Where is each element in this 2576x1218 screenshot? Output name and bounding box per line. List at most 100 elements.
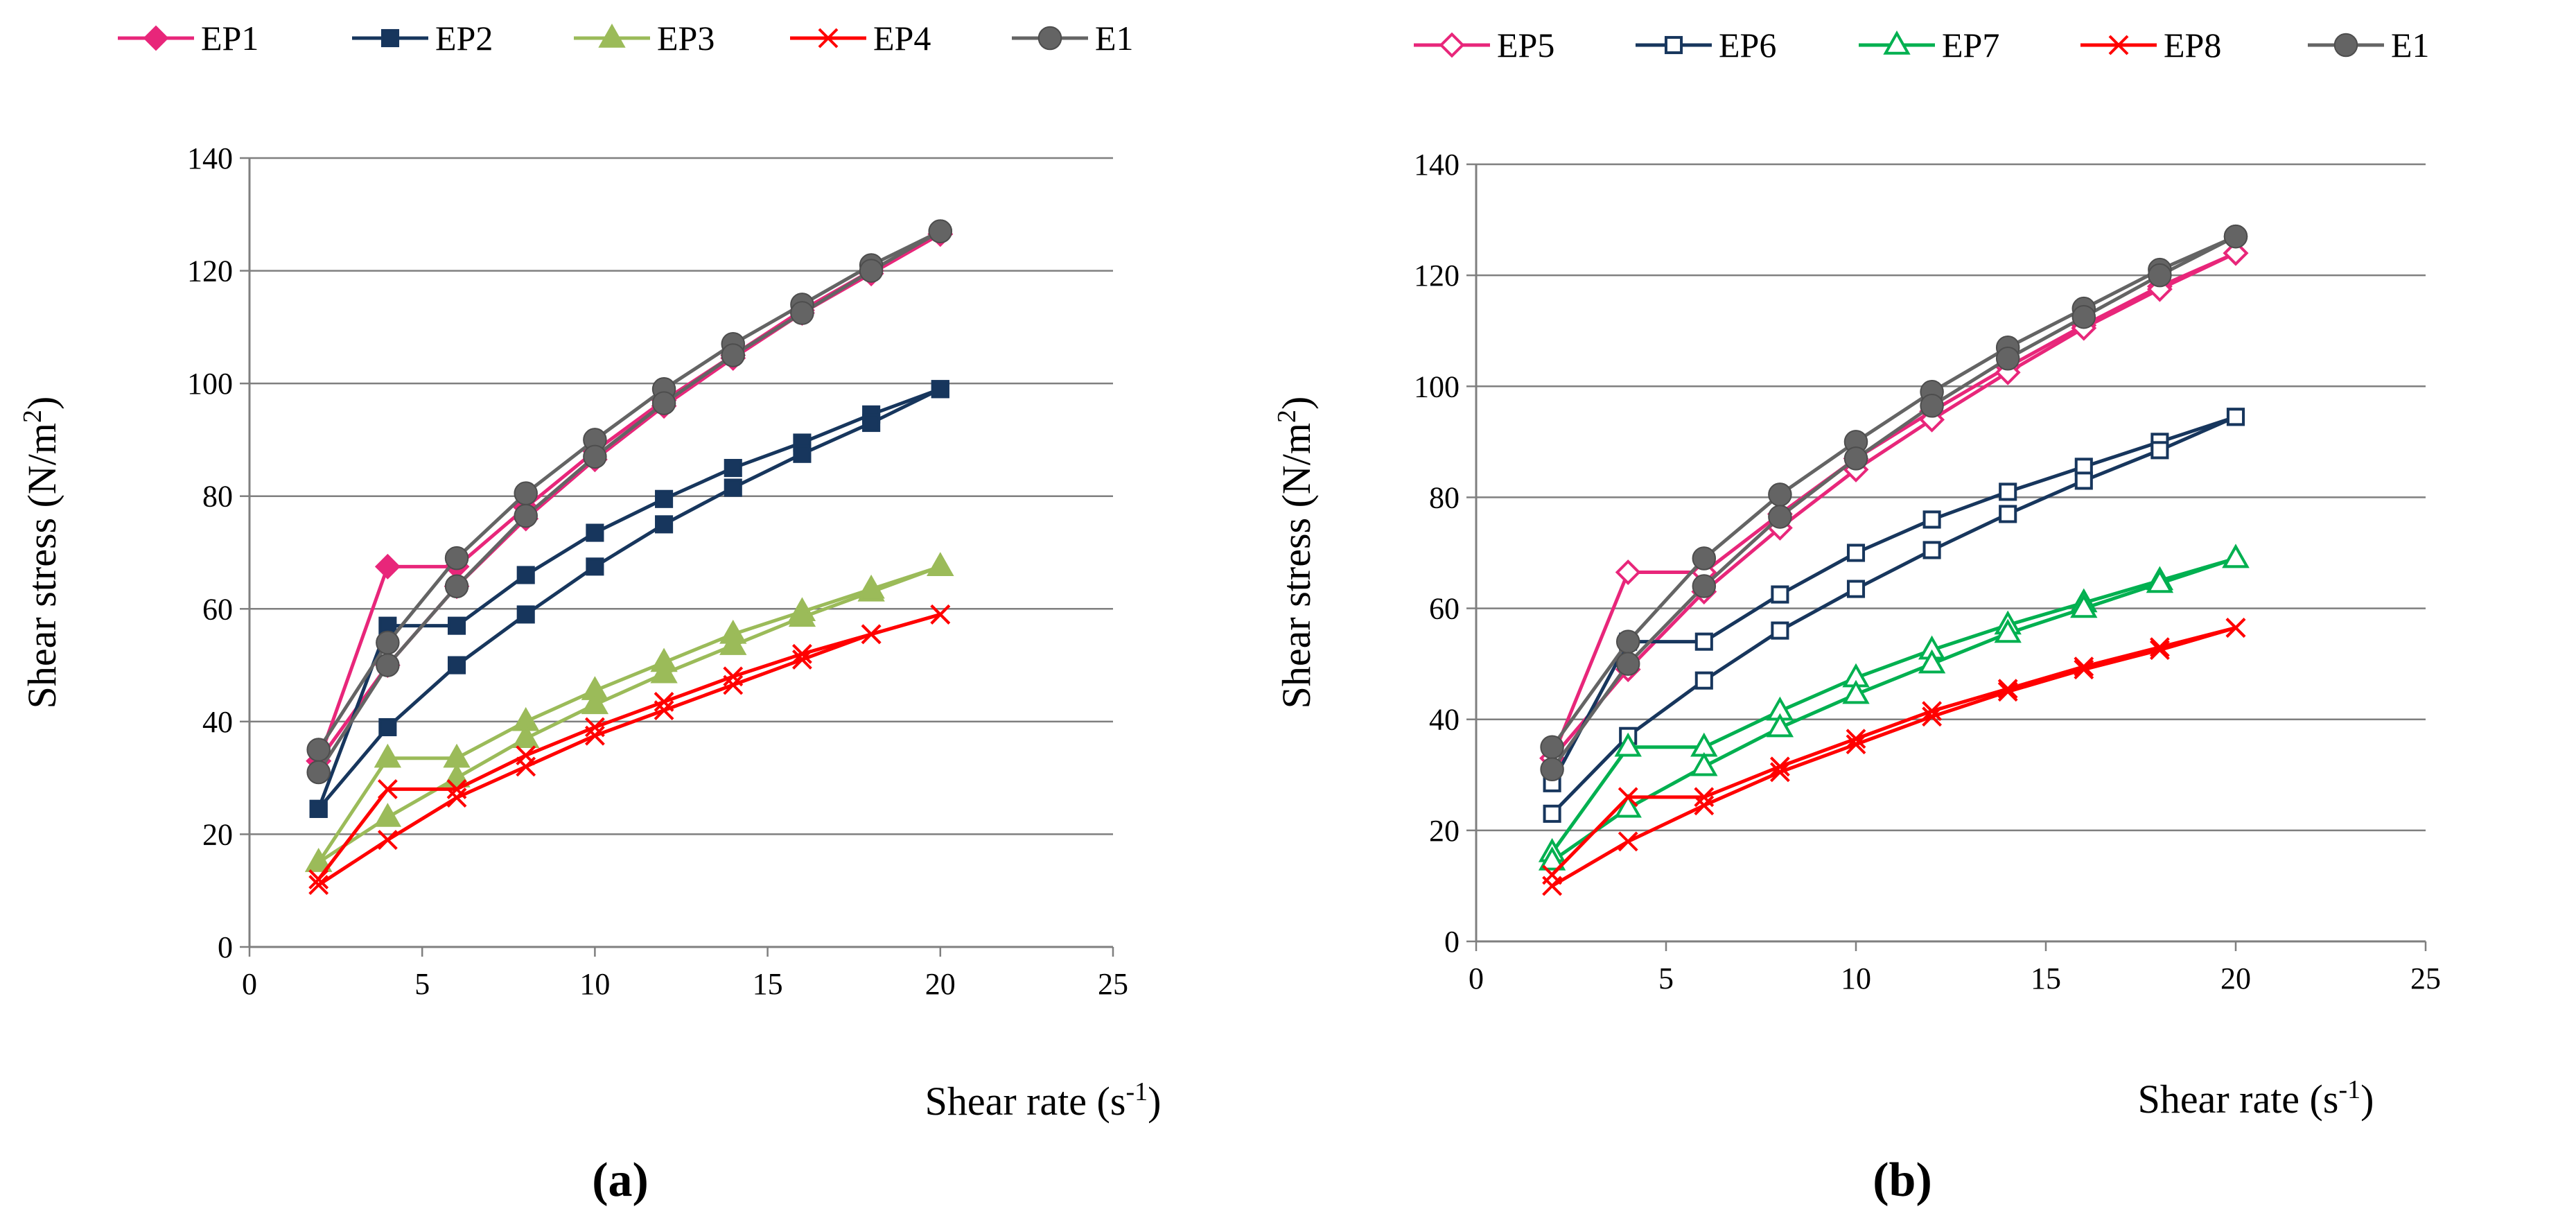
legend-label: EP6 — [1719, 26, 1776, 64]
data-point — [1768, 482, 1792, 507]
data-point — [1692, 574, 1717, 598]
data-point — [1999, 482, 2017, 501]
y-tick-label: 60 — [1429, 592, 1460, 626]
legend-label: EP8 — [2164, 26, 2221, 64]
series-line-down — [1550, 234, 2237, 771]
chart-panel-b: 0 20 40 60 80 100 120 140 0 5 10 15 20 25 EP5 EP6 EP7 EP8… — [1272, 26, 2441, 1207]
data-point — [1842, 679, 1870, 704]
data-point — [1922, 541, 1941, 559]
series-line-down — [317, 232, 942, 763]
data-point — [583, 444, 607, 469]
data-point — [516, 605, 535, 624]
data-point — [2146, 568, 2174, 593]
data-point — [1997, 681, 2018, 702]
x-tick-label: 0 — [1469, 962, 1484, 995]
data-point — [374, 743, 402, 768]
x-tick-label: 25 — [2410, 962, 2441, 995]
data-point — [308, 869, 329, 889]
series-ep7 — [1538, 543, 2250, 871]
series-line-down — [1551, 626, 2236, 888]
series-line-down — [317, 564, 941, 864]
data-point — [516, 566, 535, 584]
data-point — [2148, 263, 2172, 288]
data-point — [1771, 621, 1789, 640]
legend-marker — [2333, 33, 2358, 58]
y-tick-label: 80 — [202, 480, 233, 514]
y-tick-label: 0 — [218, 930, 233, 964]
x-tick-label: 5 — [1658, 962, 1674, 995]
data-point — [719, 631, 747, 655]
chart-panel-a: 0 20 40 60 80 100 120 140 0 5 10 15 20 25 EP1 EP2 EP3 EP4… — [18, 19, 1161, 1207]
data-point — [447, 656, 466, 675]
data-point — [792, 650, 812, 670]
y-axis-title: Shear stress (N/m2) — [18, 397, 64, 709]
data-point — [376, 630, 400, 655]
data-point — [723, 675, 744, 695]
data-point — [374, 803, 402, 827]
legend-marker — [380, 28, 400, 48]
data-point — [1690, 751, 1718, 776]
legend-label: EP4 — [873, 19, 931, 58]
x-axis-title: Shear rate (s-1) — [925, 1077, 1162, 1124]
series-ep4 — [308, 604, 951, 896]
data-point — [1922, 706, 1943, 727]
y-tick-label: 40 — [1429, 703, 1460, 737]
series-ep2 — [309, 380, 949, 818]
data-point — [1843, 446, 1868, 471]
series-line-up — [1550, 626, 2236, 876]
x-axis-title: Shear rate (s-1) — [2138, 1075, 2374, 1122]
data-point — [790, 301, 814, 325]
data-point — [446, 788, 467, 808]
series-line-up — [1550, 557, 2236, 854]
panel-label: (a) — [592, 1154, 649, 1207]
legend-item: EP3 — [574, 19, 715, 58]
data-point — [930, 604, 951, 625]
data-point — [309, 799, 328, 818]
legend-item: EP4 — [790, 19, 931, 58]
x-tick-label: 10 — [579, 967, 610, 1001]
y-tick-label: 100 — [187, 367, 233, 401]
data-point — [721, 343, 746, 367]
series-line-up — [1550, 251, 2237, 759]
data-point — [444, 574, 469, 599]
legend-marker — [818, 28, 839, 49]
legend-label: EP2 — [435, 19, 493, 58]
legend-item: EP6 — [1636, 26, 1776, 64]
legend-label: EP5 — [1497, 26, 1554, 64]
data-point — [1846, 580, 1866, 598]
data-point — [2222, 543, 2250, 568]
data-point — [581, 690, 609, 715]
data-point — [584, 717, 605, 738]
series-ep5 — [1539, 240, 2249, 772]
data-point — [514, 503, 538, 528]
data-point — [2074, 659, 2094, 680]
data-point — [1614, 793, 1642, 818]
series-line-up — [317, 229, 941, 751]
data-point — [376, 653, 400, 677]
legend-item: EP5 — [1414, 26, 1554, 64]
legend-label: EP7 — [1942, 26, 1999, 64]
legend-marker — [598, 24, 626, 48]
data-point — [654, 700, 674, 721]
series-ep3 — [304, 552, 954, 872]
data-point — [1846, 543, 1866, 562]
legend-marker — [1439, 32, 1465, 58]
data-point — [1994, 618, 2022, 643]
y-tick-label: 40 — [202, 705, 233, 739]
data-point — [1694, 787, 1715, 808]
data-point — [1766, 713, 1794, 738]
series-line-up — [317, 232, 941, 762]
data-point — [1922, 701, 1943, 722]
data-point — [1540, 735, 1564, 759]
data-point — [654, 691, 674, 712]
y-tick-label: 80 — [1429, 480, 1460, 514]
data-point — [377, 830, 398, 850]
data-point — [2150, 441, 2169, 460]
legend-item: EP8 — [2080, 26, 2221, 64]
series-line-down — [1550, 251, 2237, 760]
x-tick-label: 15 — [2031, 962, 2061, 995]
data-point — [374, 553, 401, 580]
legend-label: E1 — [2391, 26, 2430, 64]
data-point — [1614, 732, 1642, 757]
